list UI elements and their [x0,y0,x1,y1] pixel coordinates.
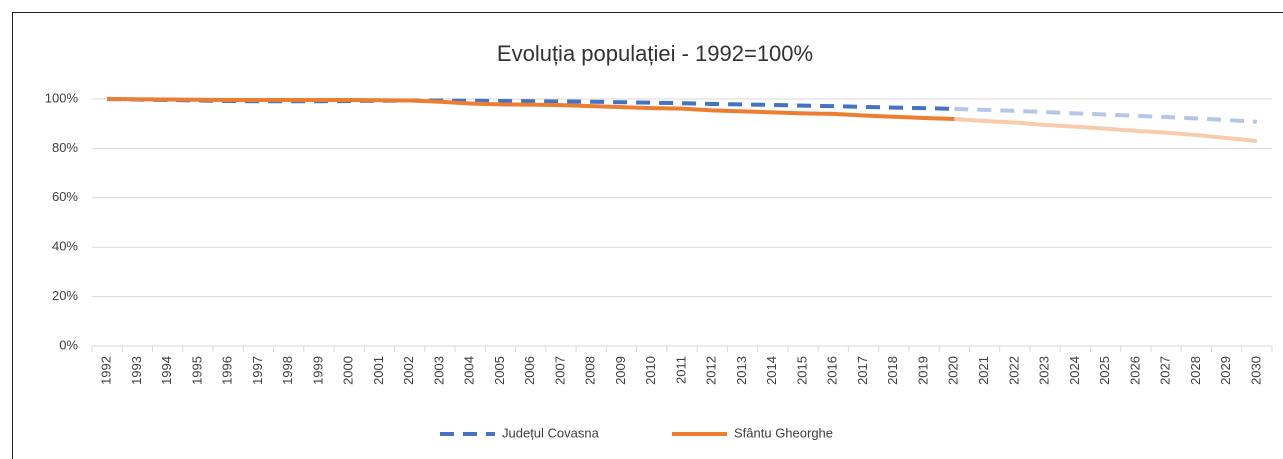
x-tick-label: 1996 [220,356,235,385]
x-tick-label: 2007 [552,356,567,385]
chart-frame [12,12,1283,459]
y-tick-label: 60% [52,189,78,204]
y-tick-label: 20% [52,288,78,303]
projected-line [954,117,1258,143]
projected-line [954,106,1257,124]
x-tick-label: 2005 [492,356,507,385]
x-tick-label: 1992 [99,356,114,385]
x-tick-label: 1995 [189,356,204,385]
x-tick-label: 1998 [280,356,295,385]
x-tick-label: 2030 [1248,356,1263,385]
x-tick-label: 2013 [734,356,749,385]
x-tick-label: 2018 [885,356,900,385]
x-tick-label: 2010 [643,356,658,385]
legend-label: Județul Covasna [502,425,600,440]
x-tick-label: 2014 [764,356,779,385]
x-tick-label: 2003 [431,356,446,385]
x-tick-label: 2023 [1037,356,1052,385]
y-tick-label: 80% [52,140,78,155]
legend-label: Sfântu Gheorghe [734,425,833,440]
x-tick-label: 2008 [583,356,598,385]
x-tick-label: 2004 [462,356,477,385]
y-tick-label: 100% [45,90,79,105]
x-tick-label: 2009 [613,356,628,385]
x-tick-label: 2017 [855,356,870,385]
chart-title: Evoluția populației - 1992=100% [497,41,813,66]
y-tick-label: 40% [52,239,78,254]
x-tick-label: 2027 [1158,356,1173,385]
series-line [107,97,955,122]
x-tick-label: 2015 [794,356,809,385]
x-tick-label: 2026 [1127,356,1142,385]
y-tick-label: 0% [59,337,78,352]
x-tick-label: 2020 [946,356,961,385]
x-tick-label: 2025 [1097,356,1112,385]
x-tick-label: 2012 [704,356,719,385]
x-tick-label: 2011 [673,356,688,384]
x-tick-label: 1999 [310,356,325,385]
x-tick-label: 2022 [1006,356,1021,385]
x-tick-label: 2028 [1188,356,1203,385]
x-tick-label: 2029 [1218,356,1233,385]
x-tick-label: 2006 [522,356,537,385]
x-tick-label: 1994 [159,356,174,385]
x-tick-label: 2019 [915,356,930,385]
x-tick-label: 2001 [371,356,386,385]
x-tick-label: 2000 [341,356,356,385]
x-tick-label: 2016 [825,356,840,385]
x-tick-label: 2002 [401,356,416,385]
x-tick-label: 1993 [129,356,144,385]
x-tick-label: 1997 [250,356,265,385]
x-tick-label: 2021 [976,356,991,385]
x-tick-label: 2024 [1067,356,1082,385]
